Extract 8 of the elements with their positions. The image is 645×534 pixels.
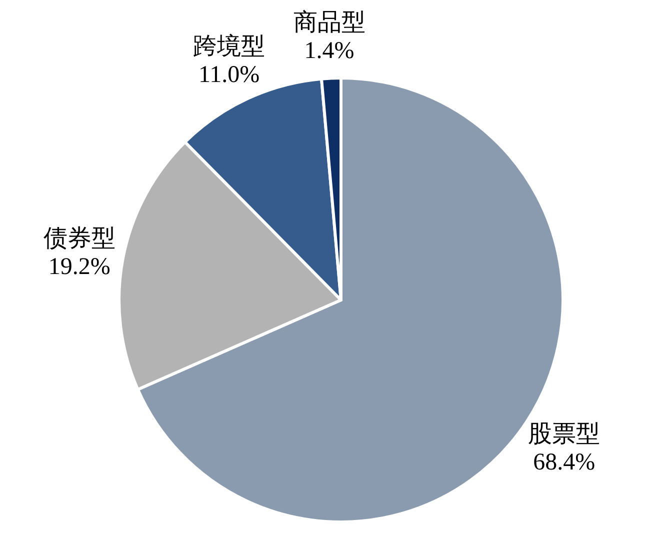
data-label: 1.4% [304,38,354,64]
slice-label: 债券型 [43,226,116,252]
data-label: 19.2% [48,254,110,280]
slice-label: 股票型 [528,422,600,448]
data-label: 68.4% [533,450,596,476]
slice-label: 商品型 [293,8,366,36]
data-label: 11.0% [198,62,260,88]
slice-label: 跨境型 [193,33,266,60]
